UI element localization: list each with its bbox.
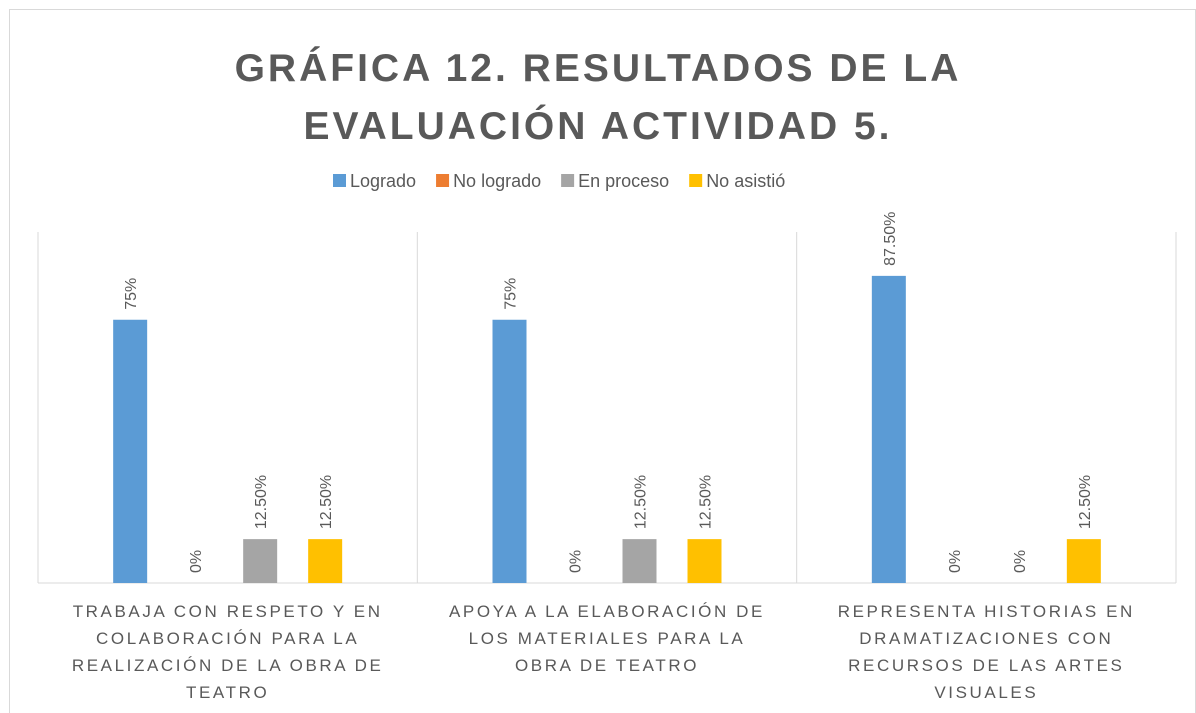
data-label: 12.50% bbox=[1077, 475, 1094, 529]
bar bbox=[243, 539, 278, 583]
legend-swatch bbox=[561, 174, 575, 187]
data-label: 12.50% bbox=[698, 475, 715, 529]
x-tick-label: REPRESENTA HISTORIAS EN DRAMATIZACIONES … bbox=[837, 602, 1135, 702]
data-label: 87.50% bbox=[882, 212, 899, 266]
legend-label: No asistió bbox=[706, 171, 785, 191]
bar bbox=[622, 539, 657, 583]
data-label: 12.50% bbox=[253, 475, 270, 529]
bar bbox=[308, 539, 343, 583]
bar bbox=[1066, 539, 1101, 583]
data-label: 0% bbox=[568, 550, 585, 573]
legend-swatch bbox=[436, 174, 450, 187]
data-label: 12.50% bbox=[633, 475, 650, 529]
legend-swatch bbox=[333, 174, 346, 187]
data-label: 75% bbox=[503, 278, 520, 310]
data-label: 0% bbox=[188, 550, 205, 573]
bar bbox=[687, 539, 722, 583]
data-label: 0% bbox=[1012, 550, 1029, 573]
x-tick-label: APOYA A LA ELABORACIÓN DE LOS MATERIALES… bbox=[448, 602, 765, 675]
chart-title: GRÁFICA 12. RESULTADOS DE LA EVALUACIÓN … bbox=[234, 47, 962, 148]
bar bbox=[871, 275, 906, 583]
bar bbox=[492, 319, 527, 583]
legend-label: En proceso bbox=[578, 171, 669, 191]
data-label: 75% bbox=[123, 278, 140, 310]
data-label: 0% bbox=[947, 550, 964, 573]
x-tick-label: TRABAJA CON RESPETO Y EN COLABORACIÓN PA… bbox=[71, 602, 384, 702]
legend-label: Logrado bbox=[350, 171, 416, 191]
data-label: 12.50% bbox=[318, 475, 335, 529]
bar bbox=[113, 319, 148, 583]
legend-label: No logrado bbox=[453, 171, 541, 191]
legend-swatch bbox=[689, 174, 703, 187]
